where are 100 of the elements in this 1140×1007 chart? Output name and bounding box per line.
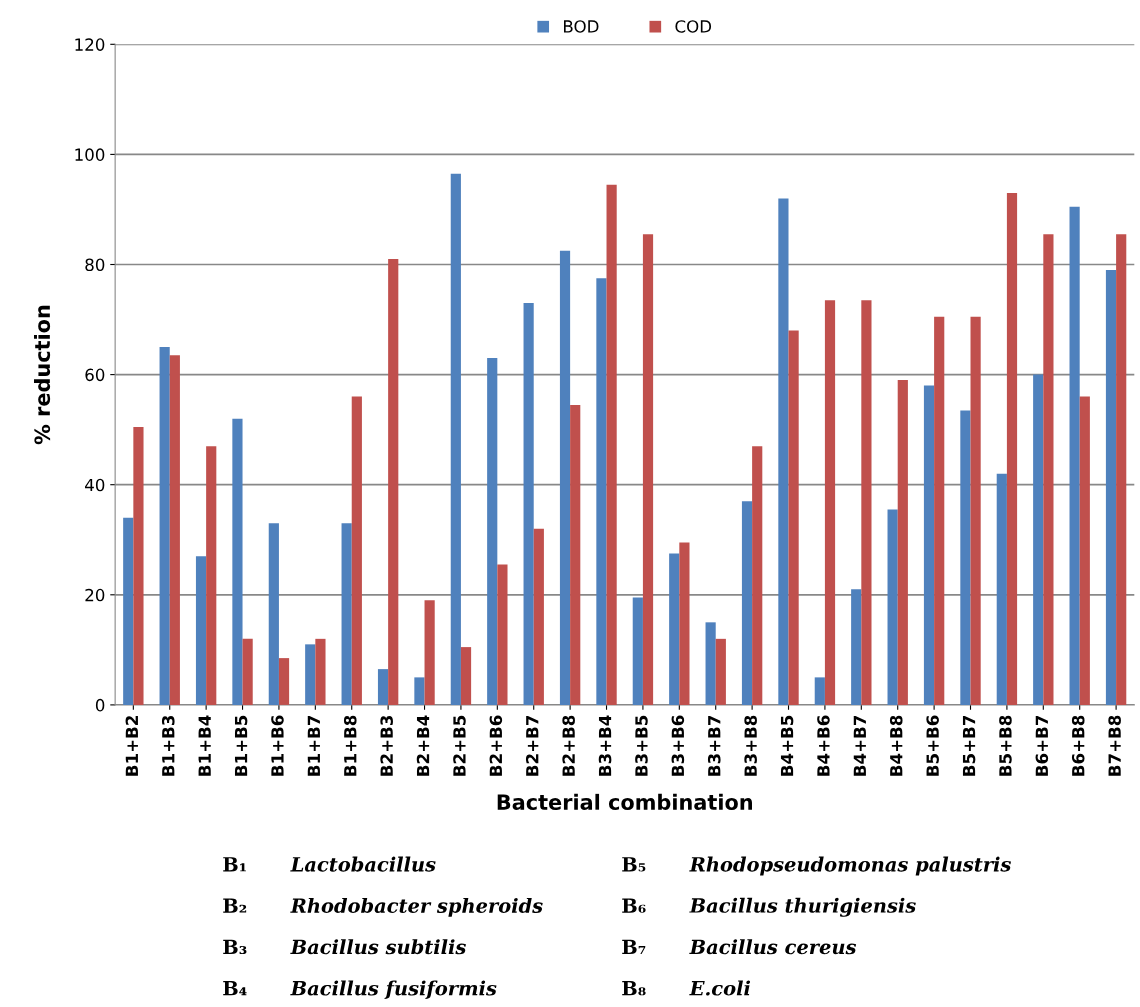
bar: [268, 523, 279, 705]
x-tick-label: B4+B8: [889, 715, 903, 776]
x-tick-label: B5+B6: [926, 715, 939, 776]
y-tick-label: 60: [85, 368, 105, 382]
bar: [1006, 192, 1018, 705]
bar: [414, 677, 425, 705]
bar: [341, 523, 352, 705]
x-tick-label: B1+B4: [198, 715, 211, 776]
bar: [788, 330, 799, 705]
bar: [242, 638, 253, 705]
x-tick-label: B4+B5: [780, 715, 794, 776]
x-tick-label: B2+B8: [562, 715, 575, 776]
y-tick-label: 80: [85, 258, 105, 272]
bar: [424, 600, 435, 705]
x-tick-label: B2+B3: [380, 715, 393, 776]
x-tick-label: B3+B6: [671, 715, 685, 776]
bar: [497, 564, 508, 705]
bar: [278, 658, 290, 705]
x-tick-label: B2+B5: [453, 715, 466, 776]
y-tick-label: 0: [95, 698, 105, 712]
bar: [1033, 374, 1044, 705]
legend-label: COD: [675, 20, 712, 33]
text: B₄ Bacillus fusiformis: [223, 980, 497, 999]
bar: [632, 597, 643, 705]
bar: [960, 410, 971, 705]
y-axis-title: % reduction: [34, 305, 51, 445]
x-tick-label: B4+B6: [817, 715, 830, 776]
bar: [970, 316, 981, 705]
x-tick-label: B5+B8: [999, 715, 1012, 776]
bar: [1116, 234, 1127, 705]
bar: [523, 303, 534, 705]
x-tick-label: B2+B4: [416, 715, 430, 776]
bar: [206, 446, 217, 705]
bar: [133, 426, 144, 705]
bar: [851, 589, 862, 705]
x-tick-label: B7+B8: [1108, 715, 1121, 776]
bar: [887, 509, 898, 705]
x-tick-label: B3+B7: [707, 715, 721, 776]
bar: [351, 396, 362, 705]
text: B₆ Bacillus thurigiensis: [622, 897, 916, 917]
bar: [1105, 270, 1117, 705]
bar: [487, 358, 498, 705]
bar: [450, 173, 461, 705]
x-tick-label: B5+B7: [962, 715, 976, 776]
bar: [1069, 206, 1080, 705]
bar: [741, 501, 753, 705]
bar: [533, 528, 544, 705]
bar: [996, 473, 1007, 705]
bar: [923, 385, 935, 705]
bar: [570, 404, 581, 705]
x-tick-label: B1+B6: [271, 715, 284, 776]
x-tick-label: B1+B2: [125, 716, 138, 776]
text: B₅ Rhodopseudomonas palustris: [622, 856, 1011, 876]
bar: [705, 622, 716, 705]
x-tick-label: B1+B3: [161, 715, 175, 776]
bar: [642, 234, 654, 705]
legend-label: BOD: [564, 20, 599, 33]
bar: [388, 259, 399, 705]
y-tick-label: 40: [85, 478, 105, 492]
bar: [169, 355, 180, 705]
bar: [1079, 396, 1090, 705]
x-tick-label: B3+B5: [635, 715, 648, 776]
bar: [159, 347, 170, 705]
bar: [824, 300, 836, 705]
text: B₇ Bacillus cereus: [622, 939, 857, 955]
bar: [934, 316, 945, 705]
x-tick-label: B2+B7: [525, 715, 539, 776]
x-tick-label: B1+B5: [234, 715, 248, 776]
text: B₃ Bacillus subtilis: [223, 939, 466, 955]
bar: [778, 198, 789, 705]
x-tick-label: B6+B7: [1035, 715, 1049, 776]
bar: [460, 647, 472, 705]
text: B₈ E.coli: [622, 980, 751, 996]
x-axis-title: Bacterial combination: [497, 793, 752, 810]
bar: [752, 446, 763, 705]
bar: [305, 644, 316, 705]
x-tick-label: B4+B7: [853, 715, 866, 776]
text: B₂ Rhodobacter spheroids: [223, 897, 543, 917]
bar: [814, 677, 825, 705]
x-tick-label: B2+B6: [489, 715, 503, 776]
bar: [596, 278, 607, 705]
x-tick-label: B3+B4: [598, 715, 612, 776]
bar: [669, 553, 680, 705]
x-tick-label: B6+B8: [1071, 715, 1085, 776]
y-tick-label: 100: [75, 148, 105, 161]
bar: [123, 517, 134, 705]
y-tick-label: 20: [85, 588, 105, 602]
x-tick-label: B1+B8: [343, 715, 357, 776]
bar: [1043, 234, 1054, 705]
bar: [897, 380, 908, 705]
y-tick-label: 120: [75, 38, 105, 51]
bar: [232, 418, 243, 705]
bar: [377, 669, 389, 705]
x-tick-label: B3+B8: [744, 715, 757, 776]
bar: [559, 250, 571, 705]
bar: [606, 184, 617, 705]
bar: [715, 638, 726, 705]
x-tick-label: B1+B7: [307, 715, 320, 776]
text: B₁ Lactobacillus: [223, 856, 436, 872]
bar: [679, 542, 690, 705]
